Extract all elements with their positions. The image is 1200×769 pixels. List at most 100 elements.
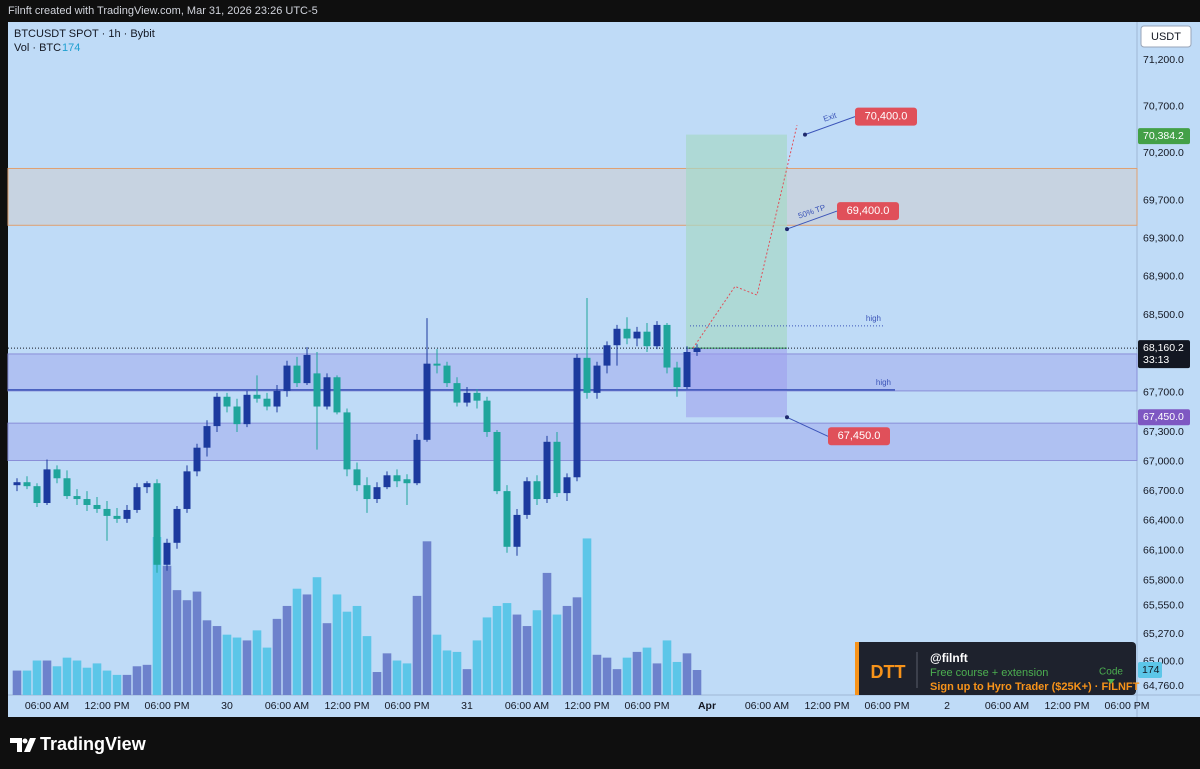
candle-body xyxy=(573,357,581,478)
volume-bar xyxy=(362,636,372,695)
candle-body xyxy=(553,441,561,494)
volume-bar xyxy=(342,611,352,695)
y-tick-label: 65,800.0 xyxy=(1143,575,1184,587)
candle-body xyxy=(493,431,501,492)
candle-body xyxy=(693,348,701,353)
y-tick-label: 70,700.0 xyxy=(1143,100,1184,112)
price-badge-label: 70,384.2 xyxy=(1143,130,1184,142)
candle-body xyxy=(223,396,231,407)
volume-bar xyxy=(592,654,602,695)
candle-body xyxy=(443,365,451,384)
volume-bar xyxy=(252,630,262,695)
volume-bar xyxy=(652,663,662,695)
volume-bar xyxy=(312,577,322,695)
volume-bar xyxy=(492,605,502,695)
candle-body xyxy=(93,504,101,509)
y-tick-label: 68,500.0 xyxy=(1143,309,1184,321)
volume-bar xyxy=(32,660,42,695)
x-tick-label: 12:00 PM xyxy=(85,700,130,712)
candle-body xyxy=(463,392,471,403)
x-tick-label: 30 xyxy=(221,700,233,712)
y-tick-label: 70,200.0 xyxy=(1143,147,1184,159)
volume-bar xyxy=(372,672,382,695)
candle-body xyxy=(53,469,61,479)
x-tick-label: Apr xyxy=(698,700,716,712)
volume-bar xyxy=(512,614,522,695)
volume-bar xyxy=(232,637,242,695)
candle-body xyxy=(63,478,71,497)
volume-bar xyxy=(42,660,52,695)
volume-bar xyxy=(102,670,112,695)
x-tick-label: 12:00 PM xyxy=(1045,700,1090,712)
candle-body xyxy=(383,475,391,488)
candle-body xyxy=(203,426,211,448)
candle-body xyxy=(413,439,421,484)
promo[interactable]: DTT @filnft Free course + extension Sign… xyxy=(855,642,1140,695)
candle-body xyxy=(293,365,301,384)
target-box xyxy=(837,202,899,221)
volume-bar xyxy=(202,620,212,695)
candle-body xyxy=(273,390,281,407)
volume-bar xyxy=(302,594,312,695)
volume-legend-value: 174 xyxy=(62,42,80,54)
volume-bar xyxy=(572,597,582,695)
candle-body xyxy=(323,377,331,407)
candle-body xyxy=(143,483,151,488)
volume-bar xyxy=(522,626,532,695)
volume-bar xyxy=(692,670,702,695)
candle-body xyxy=(33,486,41,504)
y-tick-label: 71,200.0 xyxy=(1143,54,1184,66)
volume-bar xyxy=(672,661,682,695)
projection-path xyxy=(692,125,798,349)
volume-badge xyxy=(1138,662,1162,679)
candle-body xyxy=(633,331,641,339)
target-point xyxy=(785,415,789,420)
candle-body xyxy=(333,377,341,413)
candle-body xyxy=(163,542,171,565)
footer-logo xyxy=(10,738,36,752)
price-badge-label: 68,160.2 xyxy=(1143,342,1184,354)
candle-body xyxy=(373,487,381,500)
volume-bar xyxy=(452,651,462,695)
footer-brand: TradingView xyxy=(40,734,147,754)
position-profit xyxy=(686,134,787,349)
x-tick-label: 06:00 AM xyxy=(265,700,309,712)
volume-bar xyxy=(682,653,692,695)
currency-box[interactable] xyxy=(1140,25,1192,48)
candle-body xyxy=(313,373,321,407)
target-point xyxy=(803,132,807,137)
volume-bar xyxy=(212,626,222,695)
y-tick-label: 66,700.0 xyxy=(1143,485,1184,497)
candle-body xyxy=(433,363,441,366)
level-label: high xyxy=(866,314,881,323)
x-tick-label: 12:00 PM xyxy=(565,700,610,712)
volume-bar xyxy=(142,664,152,695)
volume-bar xyxy=(612,669,622,695)
volume-bar xyxy=(472,640,482,695)
volume-bar xyxy=(422,541,432,695)
candle-body xyxy=(253,394,261,399)
promo-code: Code xyxy=(1099,667,1123,678)
volume-bar xyxy=(602,657,612,695)
y-tick-label: 69,700.0 xyxy=(1143,194,1184,206)
candle-body xyxy=(653,324,661,347)
candle-body xyxy=(113,515,121,519)
candle-body xyxy=(563,477,571,494)
x-tick-label: 06:00 PM xyxy=(145,700,190,712)
logo-mark xyxy=(10,738,36,752)
volume-bar xyxy=(172,590,182,695)
candle-body xyxy=(183,471,191,509)
y-tick-label: 66,100.0 xyxy=(1143,545,1184,557)
promo-box[interactable] xyxy=(855,642,1136,695)
y-tick-label: 67,000.0 xyxy=(1143,455,1184,467)
candle-body xyxy=(503,491,511,547)
candle-body xyxy=(683,352,691,388)
candle-body xyxy=(513,514,521,547)
x-tick-label: 06:00 AM xyxy=(745,700,789,712)
x-tick-label: 06:00 PM xyxy=(385,700,430,712)
candle-body xyxy=(533,481,541,500)
x-tick-label: 06:00 PM xyxy=(1105,700,1150,712)
y-tick-label: 68,900.0 xyxy=(1143,271,1184,283)
candle-body xyxy=(423,363,431,440)
candle-body xyxy=(403,479,411,484)
